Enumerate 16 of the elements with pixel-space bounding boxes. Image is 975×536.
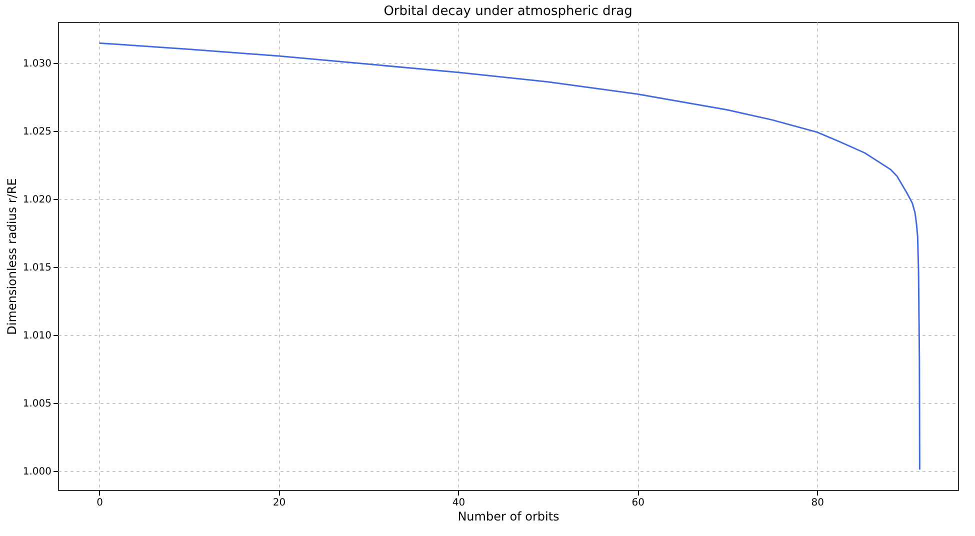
y-tick-label: 1.010 [22,330,52,342]
y-tick-label: 1.005 [22,398,52,410]
x-tick-label: 0 [96,498,103,508]
line-series [98,42,920,470]
x-tick-label: 40 [452,498,466,508]
x-tick-label: 20 [272,498,286,508]
y-tick-label: 1.030 [22,58,52,70]
x-tick-label: 60 [632,498,645,508]
y-tick-label: 1.015 [22,262,52,274]
y-tick-label: 1.025 [22,126,52,138]
y-axis-title: Dimensionless radius r/RE [4,178,19,335]
chart-title: Orbital decay under atmospheric drag [384,4,632,19]
x-tick-label: 80 [811,498,824,508]
y-tick-label: 1.020 [22,194,52,206]
y-tick-label: 1.000 [22,466,52,478]
x-axis-title: Number of orbits [458,510,560,524]
